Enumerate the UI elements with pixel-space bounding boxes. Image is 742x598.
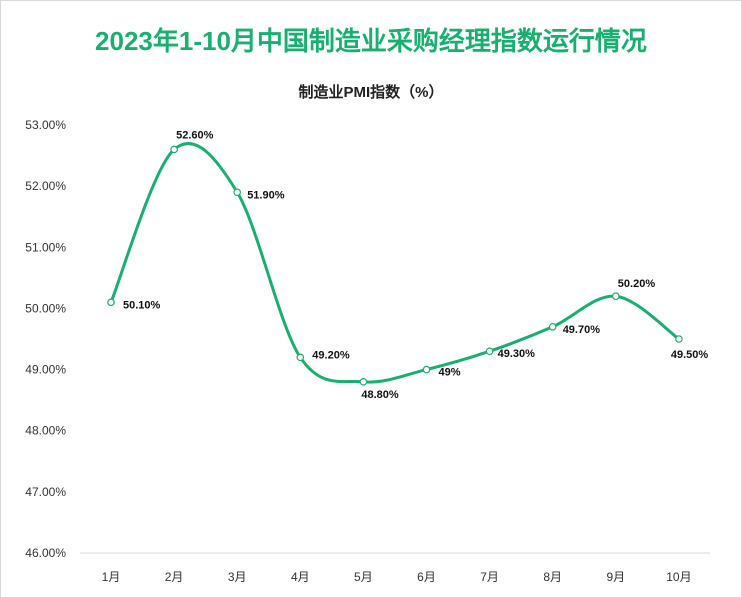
series-line-pmi xyxy=(109,142,680,384)
y-tick-label: 50.00% xyxy=(25,301,66,315)
data-point-marker xyxy=(296,353,305,362)
data-label: 49.20% xyxy=(312,349,350,361)
y-tick-label: 53.00% xyxy=(25,118,66,132)
data-label: 49.30% xyxy=(498,348,536,360)
x-tick-label: 2月 xyxy=(165,570,184,584)
y-tick-label: 46.00% xyxy=(25,546,66,560)
data-point-marker xyxy=(611,292,620,301)
y-tick-label: 52.00% xyxy=(25,179,66,193)
data-label: 49.50% xyxy=(671,349,709,361)
x-tick-label: 8月 xyxy=(543,570,562,584)
data-point-marker xyxy=(233,188,242,197)
x-tick-label: 4月 xyxy=(291,570,310,584)
data-point-marker xyxy=(422,365,431,374)
x-tick-label: 5月 xyxy=(354,570,373,584)
data-point-marker xyxy=(170,145,178,154)
chart-subtitle: 制造业PMI指数（%） xyxy=(298,84,444,101)
x-tick-label: 7月 xyxy=(480,570,499,584)
data-label: 50.20% xyxy=(618,278,656,290)
x-tick-label: 1月 xyxy=(102,570,121,584)
data-label: 51.90% xyxy=(247,189,285,201)
data-point-marker xyxy=(675,335,683,343)
x-tick-label: 10月 xyxy=(666,570,691,584)
chart-title: 2023年1-10月中国制造业采购经理指数运行情况 xyxy=(95,26,647,56)
data-point-marker xyxy=(485,347,494,356)
data-point-marker xyxy=(359,377,368,386)
data-label: 49% xyxy=(439,367,461,379)
x-tick-label: 6月 xyxy=(417,570,436,584)
y-tick-label: 47.00% xyxy=(25,485,66,499)
y-tick-label: 49.00% xyxy=(25,363,66,377)
data-point-marker xyxy=(107,298,115,307)
x-tick-label: 9月 xyxy=(606,570,625,584)
y-tick-label: 51.00% xyxy=(25,240,66,254)
data-point-marker xyxy=(548,322,557,331)
x-tick-label: 3月 xyxy=(228,570,247,584)
y-tick-label: 48.00% xyxy=(25,424,66,438)
data-label: 52.60% xyxy=(176,129,214,141)
data-label: 50.10% xyxy=(123,299,161,311)
data-label: 49.70% xyxy=(563,324,601,336)
data-label: 48.80% xyxy=(361,389,399,401)
